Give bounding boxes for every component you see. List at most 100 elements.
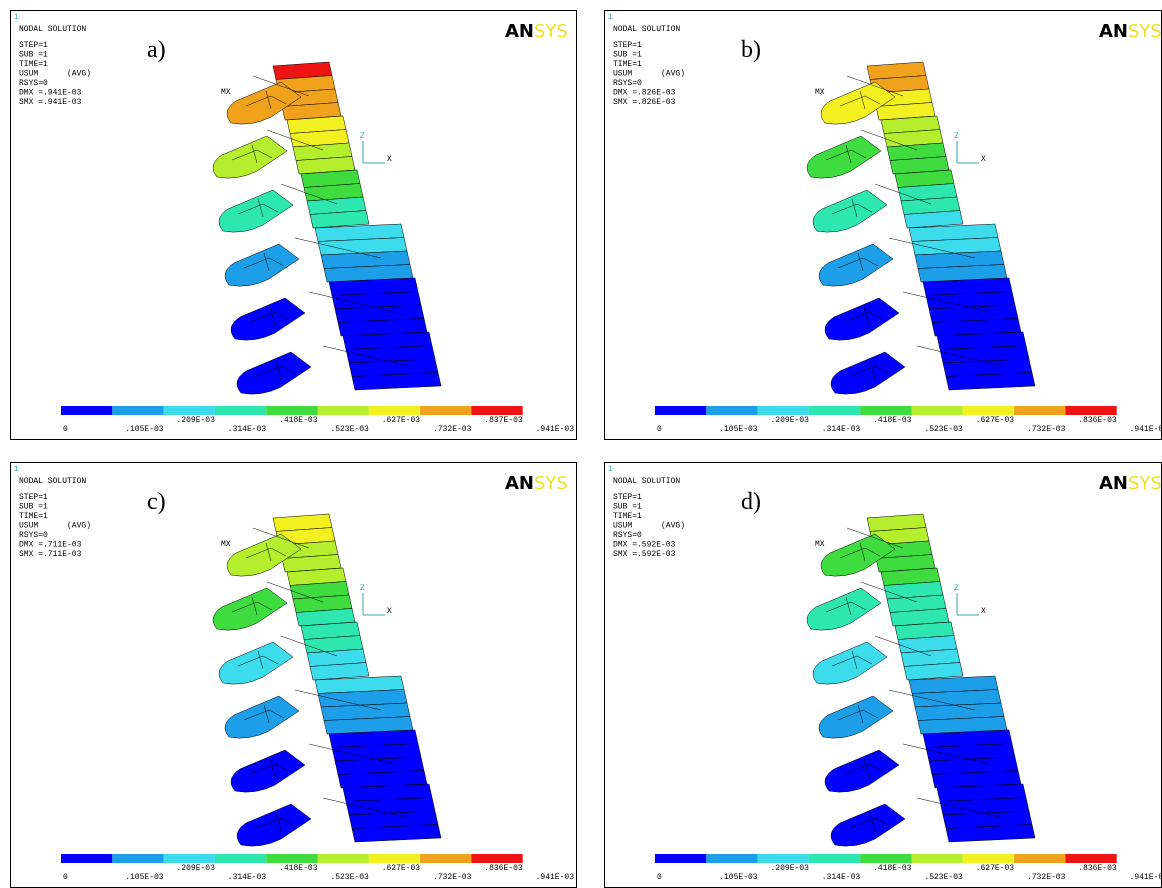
logo: ANSYS xyxy=(1099,473,1162,494)
legend-swatch xyxy=(655,406,706,415)
logo-dark: AN xyxy=(505,473,534,494)
max-marker: MX xyxy=(221,540,231,549)
info-line: SMX =.941E-03 xyxy=(19,98,82,107)
legend-swatch xyxy=(266,406,317,415)
axis-x: X xyxy=(981,607,986,616)
legend-label: .941E-03 xyxy=(1130,425,1162,434)
legend-label: .209E-03 xyxy=(770,864,809,873)
model-process xyxy=(819,696,893,738)
panel: 1NODAL SOLUTIONSTEP=1SUB =1TIME=1USUM (A… xyxy=(604,10,1162,440)
legend-swatch xyxy=(420,406,471,415)
logo-dark: AN xyxy=(1099,473,1128,494)
panel-label: b) xyxy=(741,37,761,63)
axis-triad xyxy=(363,141,385,163)
legend-label: .105E-03 xyxy=(719,425,758,434)
legend-label: .105E-03 xyxy=(125,425,164,434)
legend-label: 0 xyxy=(63,873,68,882)
title: NODAL SOLUTION xyxy=(19,25,86,34)
model-process xyxy=(213,136,287,178)
model-process xyxy=(231,750,305,792)
model-process xyxy=(237,804,311,846)
legend-label: .627E-03 xyxy=(382,416,421,425)
model-process xyxy=(813,190,887,232)
info-line: DMX =.711E-03 xyxy=(19,541,82,550)
max-marker: MX xyxy=(815,88,825,97)
legend-swatch xyxy=(471,854,522,863)
logo-light: SYS xyxy=(534,473,568,494)
legend-swatch xyxy=(318,854,369,863)
legend-swatch xyxy=(1065,406,1116,415)
info-line: SMX =.826E-03 xyxy=(613,98,676,107)
model-process xyxy=(237,352,311,394)
info-line: SUB =1 xyxy=(19,503,48,512)
legend-label: .314E-03 xyxy=(228,873,267,882)
legend-swatch xyxy=(655,854,706,863)
legend-swatch xyxy=(1065,854,1116,863)
logo: ANSYS xyxy=(505,473,568,494)
legend-swatch xyxy=(164,854,215,863)
panel: 1NODAL SOLUTIONSTEP=1SUB =1TIME=1USUM (A… xyxy=(10,10,577,440)
info-line: SMX =.592E-03 xyxy=(613,550,676,559)
axis-z: Z xyxy=(954,584,959,593)
legend-label: .836E-03 xyxy=(1078,416,1117,425)
axis-x: X xyxy=(387,607,392,616)
legend-label: .523E-03 xyxy=(330,425,369,434)
model-process xyxy=(819,244,893,286)
legend-label: .836E-03 xyxy=(1078,864,1117,873)
title: NODAL SOLUTION xyxy=(613,25,680,34)
legend-label: .418E-03 xyxy=(279,416,318,425)
legend-label: .105E-03 xyxy=(125,873,164,882)
panel-label: a) xyxy=(147,37,166,63)
legend-swatch xyxy=(963,854,1014,863)
info-line: SUB =1 xyxy=(613,51,642,60)
info-line: DMX =.826E-03 xyxy=(613,89,676,98)
legend-label: .732E-03 xyxy=(1027,873,1066,882)
corner-number: 1 xyxy=(14,465,19,474)
panel-label: c) xyxy=(147,489,166,515)
legend-label: .523E-03 xyxy=(924,873,963,882)
model-process xyxy=(231,298,305,340)
axis-z: Z xyxy=(360,584,365,593)
legend-label: .837E-03 xyxy=(484,416,523,425)
corner-number: 1 xyxy=(608,13,613,22)
legend-swatch xyxy=(318,406,369,415)
legend-label: .105E-03 xyxy=(719,873,758,882)
legend-swatch xyxy=(164,406,215,415)
legend-swatch xyxy=(860,854,911,863)
legend-label: .941E-03 xyxy=(536,425,575,434)
legend-label: .732E-03 xyxy=(433,873,472,882)
info-line: DMX =.941E-03 xyxy=(19,89,82,98)
axis-triad xyxy=(363,593,385,615)
model-process xyxy=(225,696,299,738)
legend-swatch xyxy=(61,854,112,863)
info-line: STEP=1 xyxy=(613,493,642,502)
axis-x: X xyxy=(387,155,392,164)
info-line: TIME=1 xyxy=(613,60,642,69)
legend-swatch xyxy=(112,406,163,415)
legend-label: 0 xyxy=(63,425,68,434)
corner-number: 1 xyxy=(14,13,19,22)
ansys-view: 1NODAL SOLUTIONSTEP=1SUB =1TIME=1USUM (A… xyxy=(605,463,1162,888)
info-line: USUM (AVG) xyxy=(19,70,91,79)
axis-triad xyxy=(957,141,979,163)
axis-z: Z xyxy=(954,132,959,141)
corner-number: 1 xyxy=(608,465,613,474)
legend-label: .314E-03 xyxy=(822,425,861,434)
model-process xyxy=(825,750,899,792)
legend-label: 0 xyxy=(657,425,662,434)
legend-label: .314E-03 xyxy=(228,425,267,434)
axis-z: Z xyxy=(360,132,365,141)
title: NODAL SOLUTION xyxy=(613,477,680,486)
legend-label: .732E-03 xyxy=(1027,425,1066,434)
legend-label: .209E-03 xyxy=(176,864,215,873)
legend-swatch xyxy=(1014,406,1065,415)
logo-light: SYS xyxy=(534,21,568,42)
legend-swatch xyxy=(758,406,809,415)
info-line: SUB =1 xyxy=(19,51,48,60)
model-process xyxy=(219,642,293,684)
legend-swatch xyxy=(809,406,860,415)
max-marker: MX xyxy=(815,540,825,549)
info-line: SUB =1 xyxy=(613,503,642,512)
